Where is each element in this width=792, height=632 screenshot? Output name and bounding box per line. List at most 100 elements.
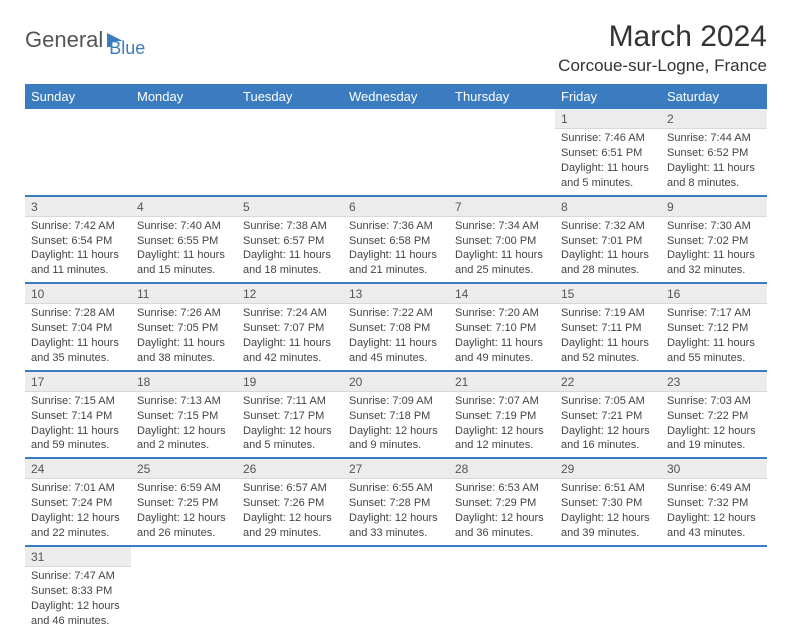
sunset-line: Sunset: 7:21 PM	[561, 409, 655, 424]
weekday-header-cell: Tuesday	[237, 84, 343, 109]
day-number-cell: 30	[661, 458, 767, 479]
sunset-line: Sunset: 7:07 PM	[243, 321, 337, 336]
day-data-cell	[131, 129, 237, 196]
day-data-cell: Sunrise: 7:36 AMSunset: 6:58 PMDaylight:…	[343, 216, 449, 283]
day-number-cell: 8	[555, 196, 661, 217]
day-number-cell: 27	[343, 458, 449, 479]
day-number-cell: 15	[555, 283, 661, 304]
sunset-line: Sunset: 7:00 PM	[455, 234, 549, 249]
day-data-cell	[25, 129, 131, 196]
month-title: March 2024	[558, 20, 767, 54]
sunset-line: Sunset: 6:51 PM	[561, 146, 655, 161]
sunrise-line: Sunrise: 7:46 AM	[561, 131, 655, 146]
sunrise-line: Sunrise: 7:32 AM	[561, 219, 655, 234]
daylight-line: Daylight: 11 hours and 11 minutes.	[31, 248, 125, 278]
logo-text-blue: Blue	[109, 38, 145, 59]
day-number-cell: 11	[131, 283, 237, 304]
sunrise-line: Sunrise: 7:47 AM	[31, 569, 125, 584]
day-number-cell: 1	[555, 109, 661, 129]
daylight-line: Daylight: 11 hours and 28 minutes.	[561, 248, 655, 278]
daylight-line: Daylight: 11 hours and 8 minutes.	[667, 161, 761, 191]
day-number-cell: 3	[25, 196, 131, 217]
day-number-cell: 28	[449, 458, 555, 479]
sunset-line: Sunset: 7:26 PM	[243, 496, 337, 511]
sunrise-line: Sunrise: 7:36 AM	[349, 219, 443, 234]
sunrise-line: Sunrise: 7:24 AM	[243, 306, 337, 321]
sunrise-line: Sunrise: 7:09 AM	[349, 394, 443, 409]
day-data-cell: Sunrise: 7:15 AMSunset: 7:14 PMDaylight:…	[25, 391, 131, 458]
logo: General Blue	[25, 20, 145, 59]
sunset-line: Sunset: 6:55 PM	[137, 234, 231, 249]
sunset-line: Sunset: 6:57 PM	[243, 234, 337, 249]
daylight-line: Daylight: 11 hours and 49 minutes.	[455, 336, 549, 366]
day-number-cell: 22	[555, 371, 661, 392]
day-number-cell: 20	[343, 371, 449, 392]
sunrise-line: Sunrise: 7:07 AM	[455, 394, 549, 409]
sunset-line: Sunset: 6:52 PM	[667, 146, 761, 161]
day-number-cell	[343, 546, 449, 567]
daylight-line: Daylight: 12 hours and 36 minutes.	[455, 511, 549, 541]
daylight-line: Daylight: 11 hours and 55 minutes.	[667, 336, 761, 366]
day-data-cell: Sunrise: 7:11 AMSunset: 7:17 PMDaylight:…	[237, 391, 343, 458]
sunset-line: Sunset: 7:01 PM	[561, 234, 655, 249]
sunset-line: Sunset: 7:17 PM	[243, 409, 337, 424]
sunrise-line: Sunrise: 7:15 AM	[31, 394, 125, 409]
day-data-cell: Sunrise: 7:07 AMSunset: 7:19 PMDaylight:…	[449, 391, 555, 458]
day-data-cell: Sunrise: 7:17 AMSunset: 7:12 PMDaylight:…	[661, 304, 767, 371]
day-data-cell: Sunrise: 7:42 AMSunset: 6:54 PMDaylight:…	[25, 216, 131, 283]
header: General Blue March 2024 Corcoue-sur-Logn…	[25, 20, 767, 76]
sunset-line: Sunset: 7:14 PM	[31, 409, 125, 424]
daylight-line: Daylight: 12 hours and 12 minutes.	[455, 424, 549, 454]
sunset-line: Sunset: 8:33 PM	[31, 584, 125, 599]
sunrise-line: Sunrise: 7:26 AM	[137, 306, 231, 321]
sunset-line: Sunset: 6:54 PM	[31, 234, 125, 249]
sunset-line: Sunset: 7:32 PM	[667, 496, 761, 511]
daylight-line: Daylight: 11 hours and 42 minutes.	[243, 336, 337, 366]
daylight-line: Daylight: 12 hours and 26 minutes.	[137, 511, 231, 541]
day-data-cell: Sunrise: 7:01 AMSunset: 7:24 PMDaylight:…	[25, 479, 131, 546]
day-data-cell: Sunrise: 7:32 AMSunset: 7:01 PMDaylight:…	[555, 216, 661, 283]
day-data-cell: Sunrise: 7:28 AMSunset: 7:04 PMDaylight:…	[25, 304, 131, 371]
day-data-cell: Sunrise: 7:13 AMSunset: 7:15 PMDaylight:…	[131, 391, 237, 458]
daylight-line: Daylight: 12 hours and 46 minutes.	[31, 599, 125, 629]
day-number-cell	[131, 109, 237, 129]
weekday-header-cell: Thursday	[449, 84, 555, 109]
sunset-line: Sunset: 7:29 PM	[455, 496, 549, 511]
title-block: March 2024 Corcoue-sur-Logne, France	[558, 20, 767, 76]
daylight-line: Daylight: 12 hours and 39 minutes.	[561, 511, 655, 541]
sunrise-line: Sunrise: 6:59 AM	[137, 481, 231, 496]
day-number-cell: 13	[343, 283, 449, 304]
daylight-line: Daylight: 12 hours and 22 minutes.	[31, 511, 125, 541]
sunset-line: Sunset: 7:28 PM	[349, 496, 443, 511]
sunset-line: Sunset: 7:05 PM	[137, 321, 231, 336]
day-number-cell: 25	[131, 458, 237, 479]
sunset-line: Sunset: 7:10 PM	[455, 321, 549, 336]
day-number-cell: 14	[449, 283, 555, 304]
day-data-cell: Sunrise: 7:30 AMSunset: 7:02 PMDaylight:…	[661, 216, 767, 283]
sunset-line: Sunset: 7:11 PM	[561, 321, 655, 336]
day-data-cell	[237, 567, 343, 632]
daylight-line: Daylight: 11 hours and 32 minutes.	[667, 248, 761, 278]
day-data-cell	[449, 129, 555, 196]
day-data-cell: Sunrise: 7:24 AMSunset: 7:07 PMDaylight:…	[237, 304, 343, 371]
weekday-header-cell: Saturday	[661, 84, 767, 109]
day-number-cell	[25, 109, 131, 129]
sunrise-line: Sunrise: 7:20 AM	[455, 306, 549, 321]
day-data-cell: Sunrise: 7:44 AMSunset: 6:52 PMDaylight:…	[661, 129, 767, 196]
sunrise-line: Sunrise: 7:05 AM	[561, 394, 655, 409]
sunset-line: Sunset: 6:58 PM	[349, 234, 443, 249]
sunrise-line: Sunrise: 7:42 AM	[31, 219, 125, 234]
day-number-cell: 12	[237, 283, 343, 304]
day-data-cell: Sunrise: 6:51 AMSunset: 7:30 PMDaylight:…	[555, 479, 661, 546]
day-number-cell: 6	[343, 196, 449, 217]
daylight-line: Daylight: 12 hours and 19 minutes.	[667, 424, 761, 454]
day-data-cell	[343, 129, 449, 196]
day-number-cell	[237, 109, 343, 129]
daylight-line: Daylight: 11 hours and 25 minutes.	[455, 248, 549, 278]
sunrise-line: Sunrise: 6:51 AM	[561, 481, 655, 496]
sunrise-line: Sunrise: 7:30 AM	[667, 219, 761, 234]
day-number-cell: 16	[661, 283, 767, 304]
day-data-cell: Sunrise: 7:47 AMSunset: 8:33 PMDaylight:…	[25, 567, 131, 632]
day-number-cell: 31	[25, 546, 131, 567]
day-data-cell	[555, 567, 661, 632]
